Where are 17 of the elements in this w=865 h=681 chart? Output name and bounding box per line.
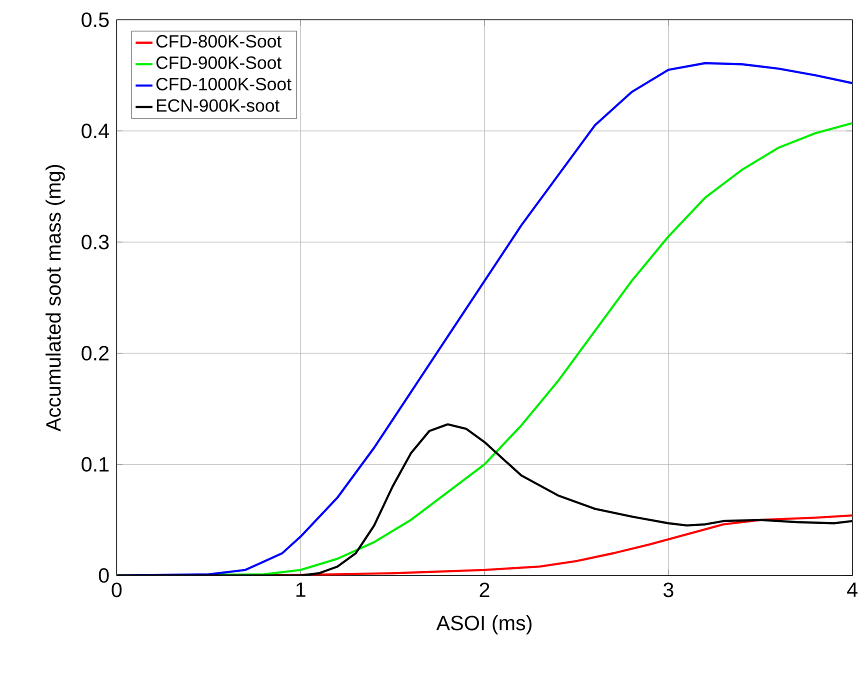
legend-label: CFD-800K-Soot	[156, 34, 282, 48]
x-tick-label: 2	[480, 582, 490, 597]
legend-label: CFD-1000K-Soot	[156, 78, 292, 90]
x-tick-label: 1	[296, 582, 306, 597]
x-tick-label: 0	[112, 582, 122, 598]
y-tick-label: 0.4	[82, 123, 109, 138]
y-tick-label: 0.3	[82, 234, 109, 250]
y-tick-label: 0.1	[82, 456, 109, 472]
x-axis-title: ASOI (ms)	[436, 615, 532, 634]
y-tick-label: 0	[98, 568, 109, 583]
x-tick-label: 3	[663, 582, 674, 598]
x-tick-label: 4	[847, 582, 858, 597]
y-axis-title: Accumulated soot mass (mg)	[46, 164, 65, 432]
y-tick-label: 0.5	[82, 12, 109, 27]
legend-label: ECN-900K-soot	[156, 99, 280, 112]
legend-label: CFD-900K-Soot	[156, 56, 282, 69]
y-tick-label: 0.2	[82, 346, 109, 360]
